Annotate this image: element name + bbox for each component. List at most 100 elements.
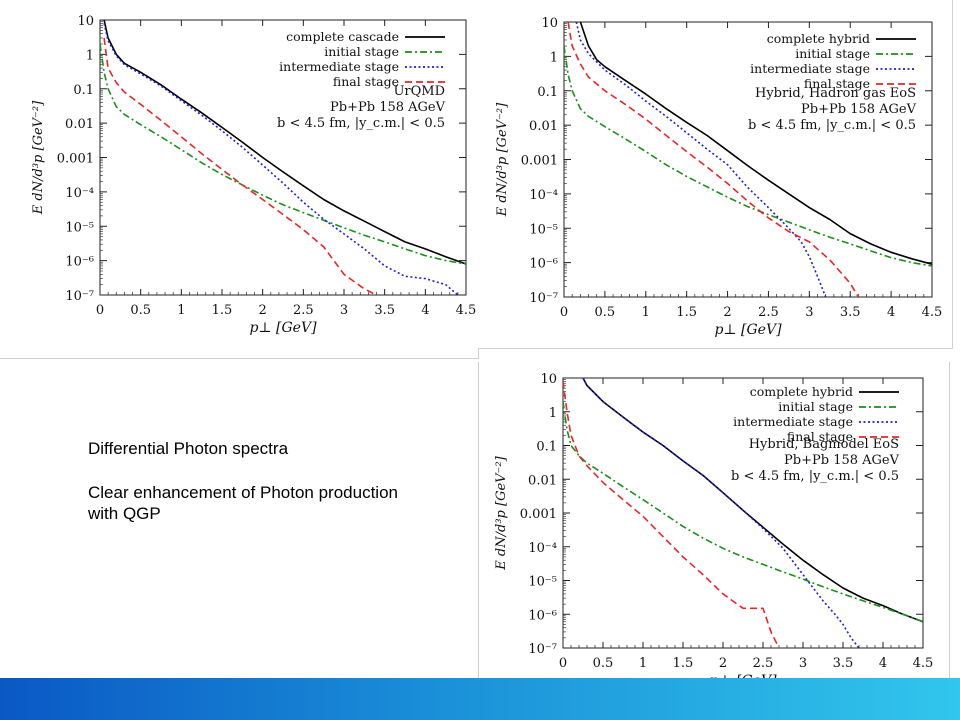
chart-annotation: Hybrid, Bagmodel EoS [749, 437, 899, 452]
x-tick-label: 1.5 [673, 656, 694, 671]
legend-label: initial stage [778, 399, 853, 414]
plot-frame [563, 21, 933, 298]
y-tick-label: 10⁻⁷ [529, 291, 558, 306]
y-tick-label: 0.01 [528, 473, 557, 488]
x-tick-label: 4.5 [456, 303, 477, 318]
chart-annotation: Hybrid, Hadron gas EoS [755, 86, 916, 101]
y-tick-label: 1 [549, 406, 557, 421]
x-axis-label: p⊥ [GeV] [249, 320, 317, 336]
y-tick-label: 10⁻⁷ [65, 289, 94, 304]
legend-label: initial stage [324, 44, 399, 59]
x-tick-label: 2.5 [758, 305, 779, 320]
x-tick-label: 4 [887, 305, 895, 320]
x-tick-label: 2 [723, 305, 731, 320]
x-tick-label: 4.5 [913, 656, 934, 671]
series-line-dashed [103, 37, 377, 295]
series-group [100, 20, 466, 295]
x-tick-label: 4 [421, 303, 429, 318]
chart-annotation: Pb+Pb 158 AGeV [784, 453, 900, 468]
y-axis-label: E dN/d³p [GeV⁻²] [495, 102, 510, 217]
x-tick-label: 0.5 [130, 303, 151, 318]
series-line-solid [579, 22, 932, 265]
y-tick-label: 1 [550, 50, 558, 65]
x-tick-label: 3.5 [374, 303, 395, 318]
spectrum-panel-urqmd: 0 0.5 1 1.5 2 2.5 3 3.5 4 4.5 10 1 0.1 0.01 0.001 10⁻⁴ 1… [0, 0, 479, 359]
y-tick-label: 10⁻⁵ [528, 575, 557, 590]
x-tick-label: 3 [805, 305, 813, 320]
x-tick-label: 2 [259, 303, 267, 318]
series-line-dashed [563, 381, 780, 648]
chart-annotation: Pb+Pb 158 AGeV [330, 100, 446, 115]
y-tick-label: 10⁻⁴ [529, 188, 558, 203]
x-tick-label: 1 [639, 656, 647, 671]
legend-label: intermediate stage [733, 414, 853, 429]
legend-label: final stage [333, 74, 399, 89]
y-tick-label: 10⁻⁷ [528, 642, 557, 657]
x-tick-label: 2 [719, 656, 727, 671]
series-line-solid [103, 20, 466, 265]
y-tick-label: 10⁻⁴ [65, 186, 94, 201]
x-tick-label: 0.5 [593, 656, 614, 671]
x-tick-label: 0 [559, 656, 567, 671]
legend-label: complete hybrid [767, 31, 870, 46]
y-tick-label: 10⁻⁶ [65, 255, 94, 270]
y-axis-label: E dN/d³p [GeV⁻²] [31, 100, 46, 215]
x-tick-label: 1 [642, 305, 650, 320]
y-tick-label: 0.1 [73, 83, 94, 98]
x-tick-label: 3 [799, 656, 807, 671]
series-line-dashdot [100, 43, 466, 265]
x-tick-label: 3 [340, 303, 348, 318]
series-line-dotted [103, 23, 459, 295]
chart-annotation: b < 4.5 fm, |y_c.m.| < 0.5 [731, 469, 899, 484]
x-tick-label: 1.5 [212, 303, 233, 318]
chart-bagmodel: 0 0.5 1 1.5 2 2.5 3 3.5 4 4.5 10 1 0.1 0.01 0.001 10⁻⁴ 1… [494, 372, 934, 689]
y-tick-label: 1 [86, 48, 94, 63]
caption-body: Clear enhancement of Photon production w… [88, 483, 398, 523]
legend-label: intermediate stage [279, 59, 399, 74]
series-line-dotted [575, 22, 827, 297]
legend-label: intermediate stage [750, 61, 870, 76]
y-tick-label: 10⁻⁵ [65, 220, 94, 235]
y-tick-label: 0.01 [529, 119, 558, 134]
x-axis-label: p⊥ [GeV] [714, 322, 782, 338]
spectrum-panel-hadron-gas: 0 0.5 1 1.5 2 2.5 3 3.5 4 4.5 10 1 0.1 0.01 0.001 10⁻⁴ 1… [478, 0, 953, 349]
y-tick-label: 0.01 [65, 117, 94, 132]
x-tick-label: 3.5 [840, 305, 861, 320]
y-tick-label: 10⁻⁶ [529, 257, 558, 272]
legend-label: complete cascade [286, 29, 399, 44]
y-tick-label: 10 [540, 372, 557, 387]
x-tick-label: 2.5 [293, 303, 314, 318]
chart-annotation: b < 4.5 fm, |y_c.m.| < 0.5 [748, 118, 916, 133]
series-line-dotted [582, 378, 860, 648]
caption-title: Differential Photon spectra [88, 439, 289, 458]
chart-annotation: b < 4.5 fm, |y_c.m.| < 0.5 [277, 116, 445, 131]
x-tick-label: 1.5 [676, 305, 697, 320]
chart-annotation: UrQMD [393, 84, 445, 99]
y-tick-label: 10 [541, 16, 558, 31]
y-tick-label: 0.001 [57, 152, 94, 167]
x-tick-label: 2.5 [753, 656, 774, 671]
x-tick-label: 3.5 [833, 656, 854, 671]
x-tick-label: 4.5 [922, 305, 943, 320]
series-group [564, 22, 932, 297]
y-tick-label: 10 [77, 14, 94, 29]
footer-gradient-bar [0, 678, 960, 720]
y-tick-label: 10⁻⁴ [528, 541, 557, 556]
x-tick-label: 1 [177, 303, 185, 318]
chart-annotation: Pb+Pb 158 AGeV [801, 102, 917, 117]
legend-label: complete hybrid [750, 384, 853, 399]
series-line-dashdot [563, 401, 923, 623]
series-line-dashed [567, 22, 860, 297]
y-tick-label: 0.001 [521, 154, 558, 169]
series-line-dashdot [564, 45, 932, 267]
y-tick-label: 0.001 [520, 507, 557, 522]
spectrum-panel-bagmodel: 0 0.5 1 1.5 2 2.5 3 3.5 4 4.5 10 1 0.1 0.01 0.001 10⁻⁴ 1… [478, 362, 950, 715]
series-group [563, 378, 923, 648]
x-tick-label: 0.5 [595, 305, 616, 320]
legend-label: final stage [787, 429, 853, 444]
x-tick-label: 0 [96, 303, 104, 318]
chart-urqmd: 0 0.5 1 1.5 2 2.5 3 3.5 4 4.5 10 1 0.1 0.01 0.001 10⁻⁴ 1… [31, 14, 477, 336]
legend-label: initial stage [795, 46, 870, 61]
y-axis-label: E dN/d³p [GeV⁻²] [494, 455, 509, 570]
y-tick-label: 0.1 [536, 440, 557, 455]
